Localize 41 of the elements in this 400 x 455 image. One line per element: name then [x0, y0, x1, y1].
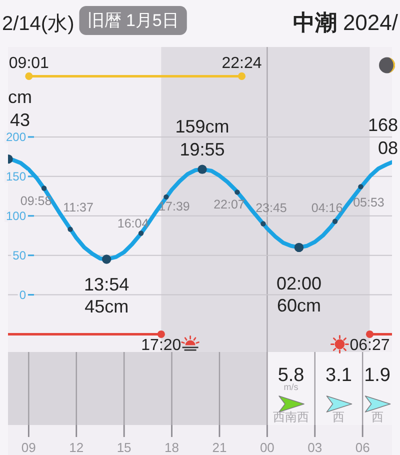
annotation: 04:16	[311, 201, 343, 216]
tick-label: 0	[19, 288, 26, 302]
value-label: 13:54	[84, 274, 130, 294]
annotation: 11:37	[63, 200, 94, 214]
category: 西南西	[273, 410, 310, 424]
category: 西	[332, 410, 345, 424]
value-label: cm	[8, 87, 32, 108]
title: 2/14(水)	[2, 13, 74, 35]
ylabel: m/s	[284, 382, 298, 392]
tick-label: 150	[6, 170, 26, 184]
annotation: 168	[368, 115, 398, 136]
annotation: 06:27	[350, 337, 390, 354]
data-label: 3.1	[326, 365, 352, 386]
tick-label: 15	[116, 440, 132, 455]
annotation: 05:53	[353, 196, 384, 210]
tick-label: 200	[6, 130, 26, 144]
annotation: 09:58	[20, 194, 52, 208]
category: 西	[371, 410, 384, 424]
tick-label: 18	[164, 440, 179, 455]
value-label: 19:55	[180, 139, 225, 160]
tick-label: 100	[6, 209, 26, 224]
tick-label: 00	[260, 440, 274, 455]
value-label: 60cm	[276, 295, 321, 316]
annotation: 中潮 2024/	[292, 10, 398, 35]
value-label: 45cm	[84, 296, 129, 316]
value-label: 02:00	[276, 273, 322, 294]
annotation: 22:24	[222, 55, 262, 72]
annotation: 17:20	[141, 337, 182, 354]
tick-label: 12	[69, 440, 84, 455]
tick-label: 21	[212, 440, 227, 455]
tick-label: 03	[308, 440, 322, 455]
data-label: 1.9	[364, 365, 390, 386]
tick-label: 06	[355, 440, 370, 455]
tick-label: 09	[21, 440, 36, 455]
subtitle: 旧暦 1月5日	[87, 11, 179, 30]
annotation: 08	[378, 138, 398, 158]
annotation: 09:01	[8, 55, 49, 72]
value-label: 43	[10, 110, 30, 130]
value-label: 159cm	[175, 116, 230, 136]
annotation: 22:07	[214, 197, 245, 212]
tick-label: 50	[12, 248, 26, 263]
